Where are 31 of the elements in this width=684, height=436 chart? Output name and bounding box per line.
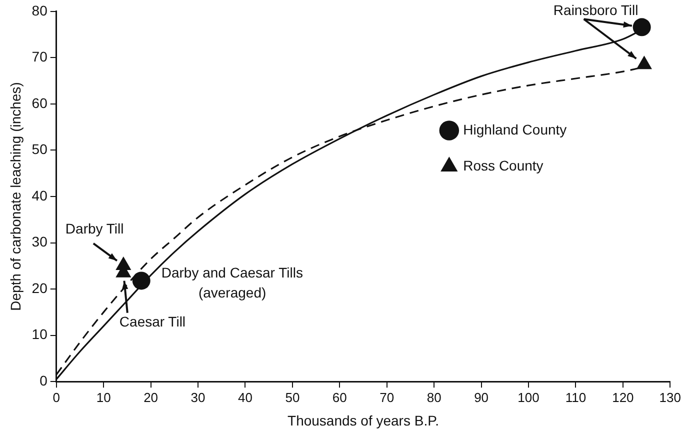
- x-tick-label: 120: [612, 390, 634, 405]
- x-tick-label: 50: [285, 390, 300, 405]
- x-tick-label: 100: [518, 390, 540, 405]
- x-tick-label: 90: [474, 390, 489, 405]
- y-tick-label: 20: [32, 280, 48, 296]
- annotation: Darby and Caesar Tills (averaged): [161, 264, 303, 301]
- x-tick-label: 60: [332, 390, 347, 405]
- annotation: Rainsboro Till: [553, 2, 638, 18]
- y-tick-label: 40: [32, 187, 48, 204]
- y-tick-label: 30: [32, 234, 48, 250]
- annotation: Caesar Till: [119, 314, 186, 330]
- y-tick-label: 80: [32, 2, 48, 18]
- y-tick-label: 50: [32, 141, 48, 158]
- y-axis-title: Depth of carbonate leaching (inches): [7, 82, 24, 311]
- x-tick-label: 10: [96, 390, 111, 405]
- y-tick-label: 10: [32, 326, 48, 342]
- x-tick-label: 0: [52, 390, 60, 405]
- y-tick-label: 70: [32, 48, 48, 65]
- x-tick-label: 130: [659, 390, 682, 405]
- x-tick-label: 40: [238, 390, 252, 405]
- x-axis-title: Thousands of years B.P.: [288, 412, 440, 428]
- annotation: Darby Till: [65, 220, 124, 236]
- y-tick-label: 0: [40, 372, 48, 388]
- legend-label: Ross County: [463, 157, 544, 174]
- x-tick-label: 70: [380, 390, 394, 405]
- x-tick-label: 80: [426, 390, 442, 405]
- x-tick-label: 110: [565, 390, 586, 405]
- x-tick-label: 20: [144, 390, 158, 405]
- legend-label: Highland County: [463, 121, 567, 138]
- x-tick-label: 30: [190, 390, 206, 405]
- y-tick-label: 60: [32, 94, 48, 111]
